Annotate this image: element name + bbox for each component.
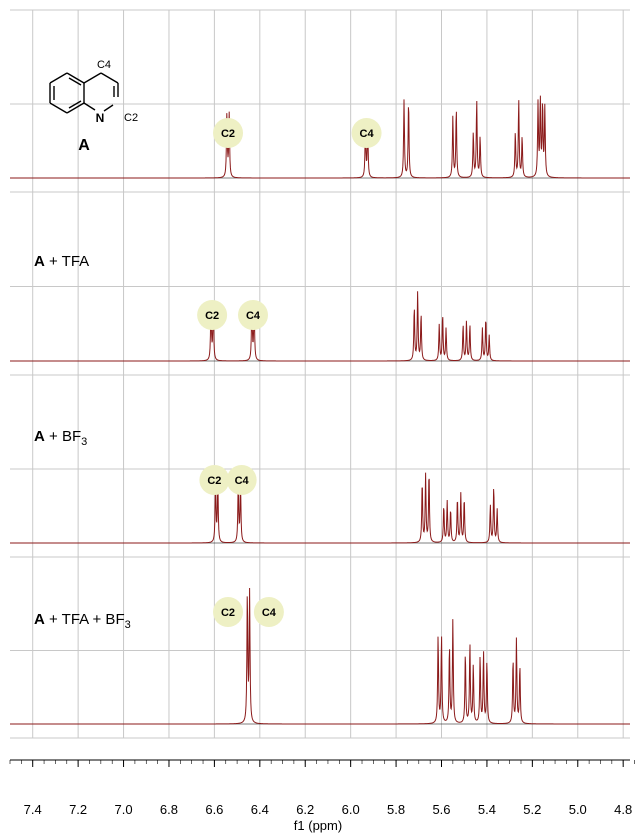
panel-0-badge-c4-text: C4 — [360, 128, 375, 140]
panel-1-spectrum-line — [10, 291, 630, 362]
spectrum-panel-0: C2 C4 — [10, 95, 630, 179]
quinoline-structure: N C4 C2 A — [49, 59, 138, 154]
panel-3-badge-c4-text: C4 — [262, 607, 277, 619]
x-tick-label-7: 6.0 — [342, 802, 360, 817]
panel-1-badge-c2 — [197, 300, 228, 330]
panel-3-badge-c2-text: C2 — [221, 607, 235, 619]
x-axis: 7.4 7.2 7.0 6.8 6.6 6.4 6.2 6.0 5.8 5.6 5.4 5.2 5.0 4… — [9, 759, 635, 833]
panel-3-condition-label: A + TFA + BF3 — [34, 611, 131, 631]
panel-3-badge-c2 — [213, 597, 244, 627]
x-tick-label-4: 6.6 — [205, 802, 223, 817]
x-tick-label-1: 7.2 — [69, 802, 87, 817]
panel-2-condition-label: A + BF3 — [34, 428, 87, 448]
panel-0-badge-c2 — [213, 118, 244, 148]
x-axis-ticks: 7.4 7.2 7.0 6.8 6.6 6.4 6.2 6.0 5.8 5.6 5.4 5.2 5.0 4… — [9, 760, 635, 817]
x-axis-label: f1 (ppm) — [294, 818, 342, 833]
atom-n-label: N — [96, 111, 105, 125]
spectra-panels: C2 C4 C2 C4 A + TFA C2 C4 A + BF3 C2 C4 A + TFA + … — [10, 95, 630, 725]
panel-3-spectrum-line — [10, 588, 630, 725]
c4-position-label: C4 — [97, 59, 111, 71]
x-tick-label-5: 6.4 — [251, 802, 269, 817]
x-tick-label-12: 5.0 — [569, 802, 587, 817]
x-tick-label-0: 7.4 — [24, 802, 42, 817]
panel-0-badge-c2-text: C2 — [221, 128, 235, 140]
x-tick-label-9: 5.6 — [432, 802, 450, 817]
grid-lines — [10, 9, 630, 739]
c2-position-label: C2 — [124, 112, 138, 124]
panel-2-badge-c2 — [199, 465, 230, 495]
panel-3-badge-c4 — [253, 597, 284, 627]
panel-2-badge-c4-text: C4 — [235, 475, 250, 487]
compound-label: A — [78, 137, 90, 154]
panel-1-badge-c4-text: C4 — [246, 310, 261, 322]
panel-0-spectrum-line — [10, 95, 630, 179]
x-tick-label-2: 7.0 — [115, 802, 133, 817]
x-tick-label-11: 5.2 — [523, 802, 541, 817]
x-tick-label-3: 6.8 — [160, 802, 178, 817]
x-tick-label-6: 6.2 — [296, 802, 314, 817]
panel-0-badge-c4 — [351, 118, 382, 148]
x-tick-label-10: 5.4 — [478, 802, 496, 817]
spectrum-panel-1: C2 C4 A + TFA — [10, 253, 630, 362]
panel-2-badge-c4 — [226, 465, 257, 495]
spectrum-panel-2: C2 C4 A + BF3 — [10, 428, 630, 544]
panel-1-condition-label: A + TFA — [34, 253, 89, 270]
panel-2-badge-c2-text: C2 — [207, 475, 221, 487]
quinoline-drawing — [49, 72, 119, 114]
x-tick-label-8: 5.8 — [387, 802, 405, 817]
x-tick-label-13: 4.8 — [614, 802, 632, 817]
panel-1-badge-c2-text: C2 — [205, 310, 219, 322]
panel-2-spectrum-line — [10, 472, 630, 544]
panel-1-badge-c4 — [238, 300, 269, 330]
spectrum-panel-3: C2 C4 A + TFA + BF3 — [10, 588, 630, 725]
